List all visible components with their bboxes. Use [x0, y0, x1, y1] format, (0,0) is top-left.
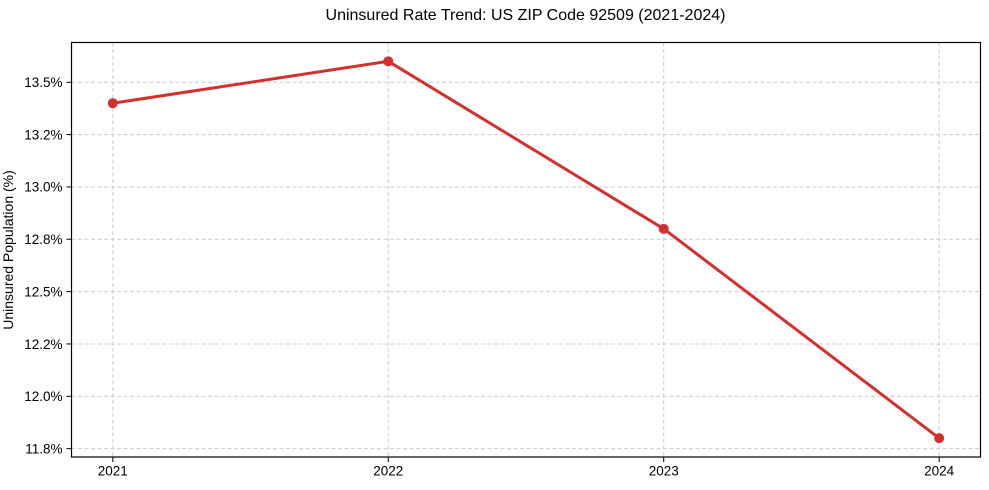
grid-layer: [71, 42, 981, 457]
series-layer: [107, 56, 945, 444]
y-tick-label: 11.8%: [25, 441, 62, 456]
trend-line: [111, 59, 941, 440]
data-point-2021: [107, 98, 118, 109]
y-tick-label: 12.2%: [24, 337, 62, 352]
y-tick-label: 13.5%: [24, 75, 62, 90]
x-tick-label: 2024: [924, 464, 955, 479]
x-tick-label: 2021: [98, 464, 128, 479]
y-tick-label: 13.0%: [24, 180, 62, 195]
data-point-2023: [658, 223, 669, 234]
x-tick-label: 2022: [373, 464, 403, 479]
y-tick-label: 12.8%: [24, 232, 62, 247]
x-tick-label: 2023: [649, 464, 679, 479]
chart-title: Uninsured Rate Trend: US ZIP Code 92509 …: [325, 7, 726, 24]
y-tick-label: 12.5%: [24, 284, 62, 299]
plot-border: [70, 41, 982, 458]
y-axis-label: Uninsured Population (%): [0, 170, 16, 330]
y-tick-label: 12.0%: [24, 389, 62, 404]
axes-layer: 11.8% 12.0% 12.2% 12.5% 12.8% 13.0% 13.2% 13.5%…: [24, 41, 982, 479]
data-point-2022: [383, 56, 394, 67]
data-point-2024: [934, 433, 945, 444]
y-tick-label: 13.2%: [24, 127, 62, 142]
